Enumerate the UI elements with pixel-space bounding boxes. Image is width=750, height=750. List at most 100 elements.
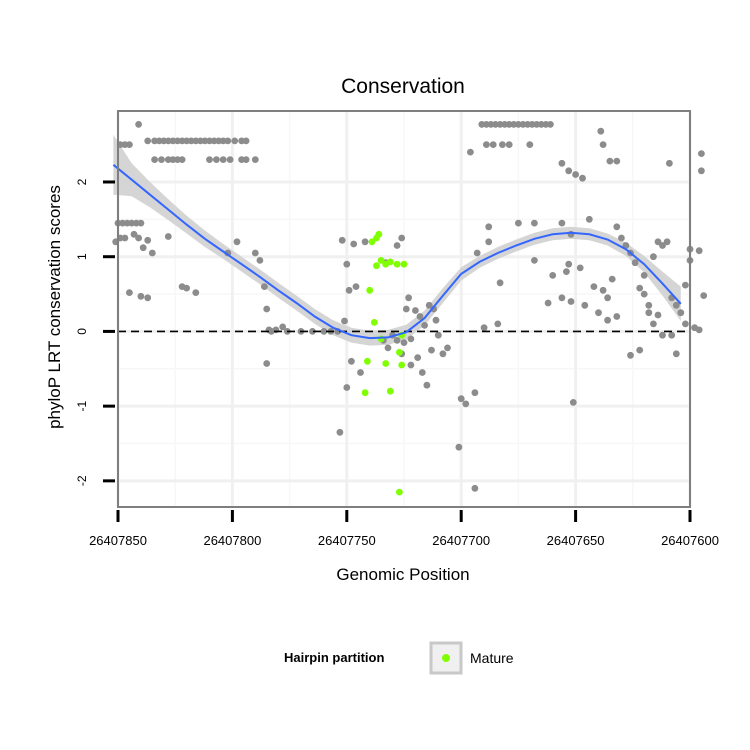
data-point	[499, 141, 506, 149]
data-point	[144, 137, 152, 145]
data-point	[279, 323, 287, 331]
data-point	[654, 238, 662, 246]
data-point	[393, 242, 401, 249]
legend-title: Hairpin partition	[284, 650, 384, 665]
data-point	[414, 354, 422, 361]
plot-panel	[112, 110, 708, 508]
data-point	[698, 150, 705, 158]
data-point	[373, 262, 380, 270]
data-point	[407, 361, 415, 369]
data-point	[595, 309, 602, 317]
data-point	[393, 337, 401, 344]
data-point	[384, 344, 392, 352]
data-point	[309, 328, 316, 335]
data-point	[659, 331, 666, 339]
data-point	[432, 316, 440, 324]
data-point	[233, 238, 241, 246]
data-point	[373, 234, 380, 242]
y-axis-title: phyloP LRT conservation scores	[45, 185, 64, 429]
data-point	[400, 260, 408, 268]
data-point	[366, 286, 374, 294]
data-point	[219, 156, 227, 164]
data-point	[423, 381, 431, 389]
data-point	[636, 284, 644, 292]
data-point	[206, 156, 213, 164]
data-point	[151, 156, 159, 164]
data-point	[654, 311, 662, 319]
data-point	[428, 346, 435, 354]
data-point	[613, 157, 621, 165]
data-point	[585, 215, 593, 223]
data-point	[457, 395, 465, 403]
data-point	[485, 223, 493, 231]
data-point	[695, 247, 703, 255]
data-point	[183, 284, 191, 292]
data-point	[135, 121, 143, 128]
data-point	[682, 281, 689, 289]
data-point	[272, 326, 280, 334]
y-tick-label: -1	[75, 400, 89, 411]
data-point	[531, 257, 538, 264]
data-point	[396, 488, 403, 496]
data-point	[505, 141, 513, 149]
data-point	[439, 350, 447, 358]
data-point	[226, 156, 234, 164]
data-point	[613, 313, 621, 320]
data-point	[485, 238, 493, 246]
data-point	[242, 156, 250, 164]
data-point	[631, 259, 639, 267]
data-point	[526, 141, 534, 149]
data-point	[604, 316, 611, 324]
legend: Hairpin partition Mature	[284, 641, 514, 675]
data-point	[407, 335, 415, 343]
chart-title: Conservation	[341, 75, 465, 98]
data-point	[418, 369, 426, 376]
data-point	[471, 389, 479, 397]
data-point	[698, 167, 705, 175]
data-point	[336, 428, 344, 436]
data-point	[558, 219, 566, 227]
data-point	[565, 167, 573, 175]
data-point	[604, 294, 611, 302]
data-point	[473, 249, 481, 257]
data-point	[455, 443, 463, 451]
data-point	[650, 253, 657, 261]
data-point	[645, 309, 653, 317]
x-tick-label: 26407600	[661, 533, 719, 548]
data-point	[343, 260, 351, 268]
y-tick-label: 2	[75, 178, 89, 185]
data-point	[224, 137, 232, 145]
data-point	[350, 240, 358, 248]
y-axis: -2 -1 0 1 2	[75, 178, 115, 486]
data-point	[565, 260, 573, 268]
data-point	[251, 156, 259, 164]
data-point	[576, 264, 584, 272]
data-point	[666, 159, 673, 167]
data-point	[125, 289, 133, 296]
data-point	[382, 360, 390, 367]
data-point	[579, 174, 586, 182]
data-point	[320, 328, 328, 335]
data-point	[599, 286, 607, 294]
x-tick-label: 26407800	[203, 533, 261, 548]
data-point	[343, 384, 351, 391]
data-point	[613, 223, 621, 231]
data-point	[682, 320, 689, 328]
data-point	[386, 258, 394, 266]
data-point	[412, 307, 419, 314]
x-axis: 26407850 26407800 26407750 26407700 26407650…	[89, 510, 719, 548]
data-point	[405, 294, 412, 302]
data-point	[368, 238, 376, 246]
legend-label-mature: Mature	[470, 650, 514, 666]
data-point	[581, 301, 589, 309]
data-point	[549, 272, 557, 279]
data-point	[606, 157, 614, 165]
data-point	[462, 400, 470, 408]
data-point	[421, 322, 428, 329]
data-point	[489, 141, 497, 149]
data-point	[672, 301, 680, 309]
data-point	[144, 236, 152, 244]
data-point	[139, 244, 147, 252]
data-point	[370, 319, 378, 326]
